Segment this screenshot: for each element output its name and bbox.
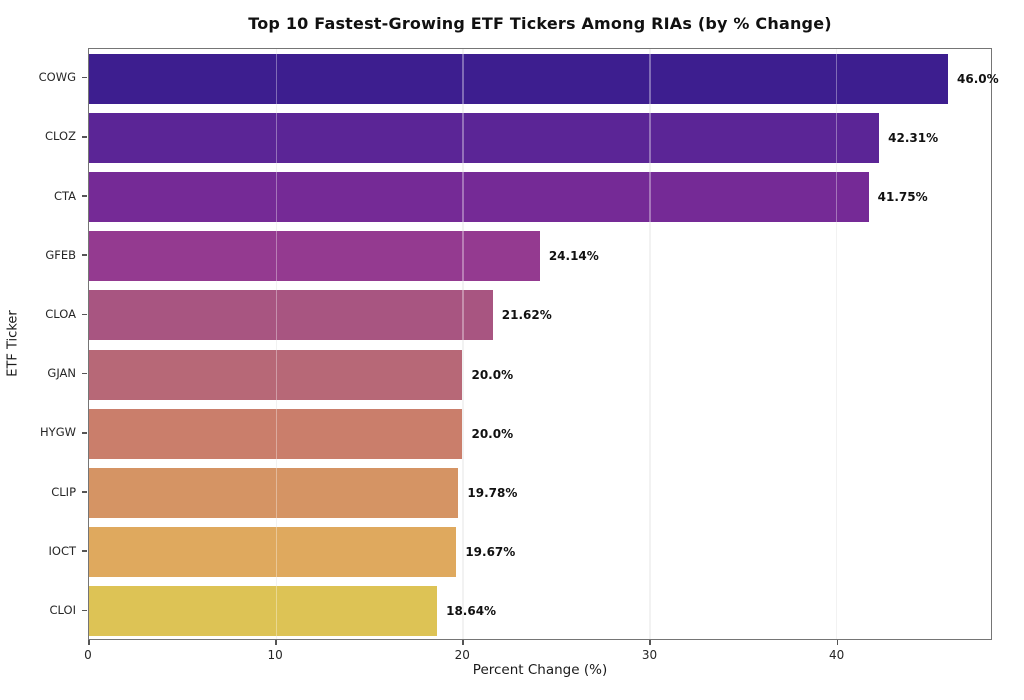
x-tick-label: 10 <box>267 648 283 662</box>
y-axis-tick <box>82 136 87 138</box>
x-tick-label: 20 <box>454 648 470 662</box>
x-axis-tick <box>649 640 651 645</box>
y-axis-tick <box>82 313 87 316</box>
x-tick-label: 0 <box>84 648 92 662</box>
gridline-overlay <box>835 49 838 639</box>
y-axis-tick <box>82 609 87 612</box>
bar-gjan <box>89 349 463 400</box>
gridline <box>649 49 651 639</box>
bar-ioct <box>89 527 457 578</box>
bar-value-label: 46.0% <box>957 71 999 86</box>
gridline <box>462 49 464 639</box>
bar-value-label: 21.62% <box>501 308 552 323</box>
bar-gfeb <box>89 231 540 282</box>
y-axis-title: ETF Ticker <box>5 310 21 377</box>
y-axis-tick <box>82 254 87 256</box>
bar-value-label: 41.75% <box>877 190 928 204</box>
y-axis-tick <box>82 195 87 197</box>
y-axis-tick <box>82 76 87 79</box>
bar-value-label: 20.0% <box>471 367 514 382</box>
gridline <box>275 49 278 639</box>
bar-value-label: 24.14% <box>548 249 599 264</box>
bar-value-label: 20.0% <box>471 426 514 441</box>
y-tick-label: IOCT <box>48 543 77 558</box>
y-axis-tick <box>82 550 87 552</box>
y-tick-label: CLOA <box>45 306 76 321</box>
y-axis-tick <box>82 432 87 434</box>
x-axis-tick <box>88 640 90 645</box>
bar-cowg <box>89 53 949 104</box>
bar-cta <box>89 172 869 222</box>
chart-title: Top 10 Fastest-Growing ETF Tickers Among… <box>248 14 832 33</box>
plot-area: 46.0% 42.31% 41.75% 24.14% 21.62% 20.0% 20.0% 1… <box>88 48 999 640</box>
bar-value-label: 18.64% <box>446 604 497 619</box>
x-axis-title: Percent Change (%) <box>472 662 608 678</box>
bar-value-label: 19.78% <box>467 486 518 500</box>
y-tick-label: GFEB <box>45 247 76 262</box>
x-tick-label: 30 <box>641 648 658 662</box>
x-axis-tick <box>836 640 839 645</box>
bar-cloi <box>89 586 438 637</box>
bar-value-label: 19.67% <box>465 545 516 560</box>
bar-clip <box>89 468 459 518</box>
y-axis-tick <box>82 372 87 375</box>
gridline-overlay <box>462 49 464 639</box>
y-tick-label: CLOI <box>49 602 76 617</box>
bar-cloa <box>89 290 493 341</box>
x-axis-tick <box>462 640 464 645</box>
x-tick-label: 40 <box>829 648 845 662</box>
bar-value-label: 42.31% <box>888 130 939 145</box>
x-axis-tick <box>275 640 277 645</box>
bar-hygw <box>89 408 463 459</box>
gridline <box>835 49 838 639</box>
y-tick-label: GJAN <box>47 366 76 381</box>
gridline-overlay <box>275 49 278 639</box>
bar-cloz <box>89 112 880 163</box>
y-tick-label: CLIP <box>51 484 76 499</box>
y-tick-label: HYGW <box>40 425 76 440</box>
gridline-overlay <box>649 49 651 639</box>
y-axis-tick <box>82 491 87 493</box>
y-tick-label: COWG <box>38 70 76 85</box>
y-tick-label: CTA <box>53 188 76 203</box>
y-tick-label: CLOZ <box>45 129 76 144</box>
